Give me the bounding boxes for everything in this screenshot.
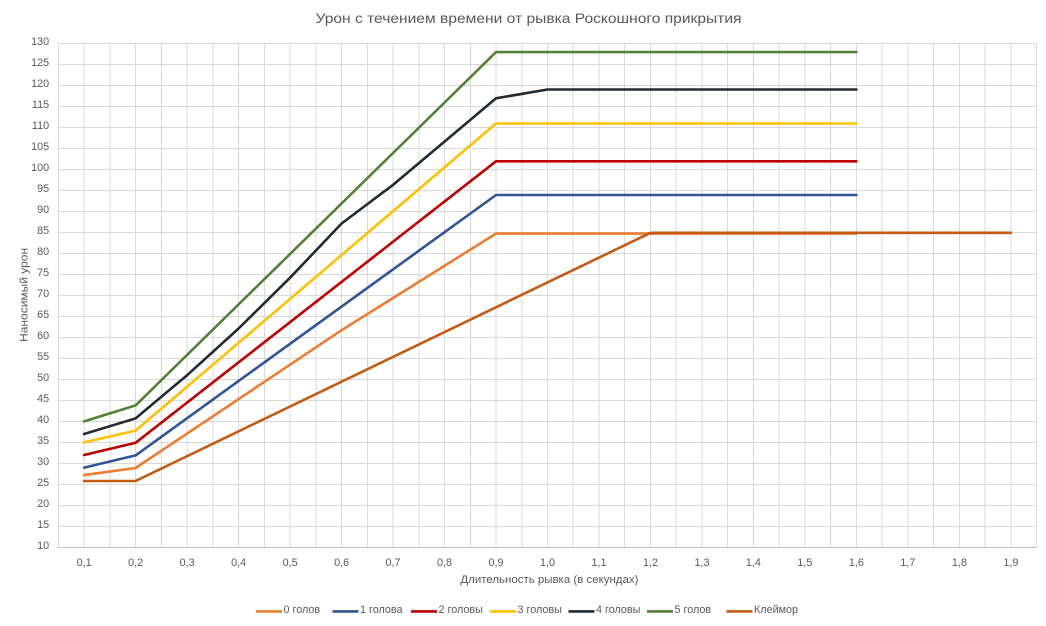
- svg-text:35: 35: [37, 435, 49, 447]
- svg-text:0,7: 0,7: [385, 557, 400, 569]
- svg-text:0,1: 0,1: [77, 557, 92, 569]
- svg-text:Длительность рывка (в секундах: Длительность рывка (в секундах): [460, 574, 638, 586]
- svg-text:0,4: 0,4: [231, 557, 246, 569]
- svg-text:Урон с течением времени от рыв: Урон с течением времени от рывка Роскошн…: [316, 11, 742, 26]
- svg-text:25: 25: [37, 477, 49, 489]
- svg-text:1,2: 1,2: [643, 557, 658, 569]
- svg-text:0,6: 0,6: [334, 557, 349, 569]
- svg-text:40: 40: [37, 414, 49, 426]
- svg-text:1,4: 1,4: [746, 557, 761, 569]
- svg-text:0,5: 0,5: [283, 557, 298, 569]
- svg-text:30: 30: [37, 456, 49, 468]
- svg-text:20: 20: [37, 498, 49, 510]
- svg-text:110: 110: [32, 120, 49, 132]
- svg-text:0,9: 0,9: [488, 557, 503, 569]
- svg-text:45: 45: [37, 393, 49, 405]
- svg-text:3 головы: 3 головы: [518, 604, 563, 616]
- svg-text:55: 55: [37, 351, 49, 363]
- svg-text:90: 90: [37, 204, 49, 216]
- svg-text:1,1: 1,1: [591, 557, 606, 569]
- svg-text:1 голова: 1 голова: [360, 604, 403, 616]
- svg-text:60: 60: [37, 330, 49, 342]
- svg-text:0,8: 0,8: [437, 557, 452, 569]
- svg-text:85: 85: [37, 225, 49, 237]
- svg-text:1,9: 1,9: [1003, 557, 1018, 569]
- svg-text:65: 65: [37, 309, 49, 321]
- svg-text:125: 125: [31, 57, 49, 69]
- svg-text:105: 105: [31, 141, 49, 153]
- svg-text:1,6: 1,6: [849, 557, 864, 569]
- svg-text:100: 100: [31, 162, 49, 174]
- svg-text:115: 115: [32, 99, 49, 111]
- svg-text:130: 130: [31, 36, 49, 48]
- svg-text:120: 120: [31, 78, 49, 90]
- svg-text:2 головы: 2 головы: [439, 604, 484, 616]
- svg-text:0 голов: 0 голов: [284, 604, 321, 616]
- svg-text:75: 75: [37, 267, 49, 279]
- svg-text:10: 10: [37, 540, 49, 552]
- svg-text:95: 95: [37, 183, 49, 195]
- svg-text:1,0: 1,0: [540, 557, 555, 569]
- svg-text:15: 15: [37, 519, 49, 531]
- svg-text:70: 70: [37, 288, 49, 300]
- svg-text:1,7: 1,7: [900, 557, 915, 569]
- svg-text:0,3: 0,3: [180, 557, 195, 569]
- svg-text:50: 50: [37, 372, 49, 384]
- svg-text:4 головы: 4 головы: [596, 604, 641, 616]
- svg-text:5 голов: 5 голов: [675, 604, 712, 616]
- svg-text:Клеймор: Клеймор: [754, 604, 798, 616]
- svg-text:1,8: 1,8: [952, 557, 967, 569]
- svg-text:0,2: 0,2: [128, 557, 143, 569]
- svg-text:Наносимый урон: Наносимый урон: [19, 248, 31, 342]
- svg-text:80: 80: [37, 246, 49, 258]
- svg-text:1,3: 1,3: [694, 557, 709, 569]
- svg-text:1,5: 1,5: [797, 557, 812, 569]
